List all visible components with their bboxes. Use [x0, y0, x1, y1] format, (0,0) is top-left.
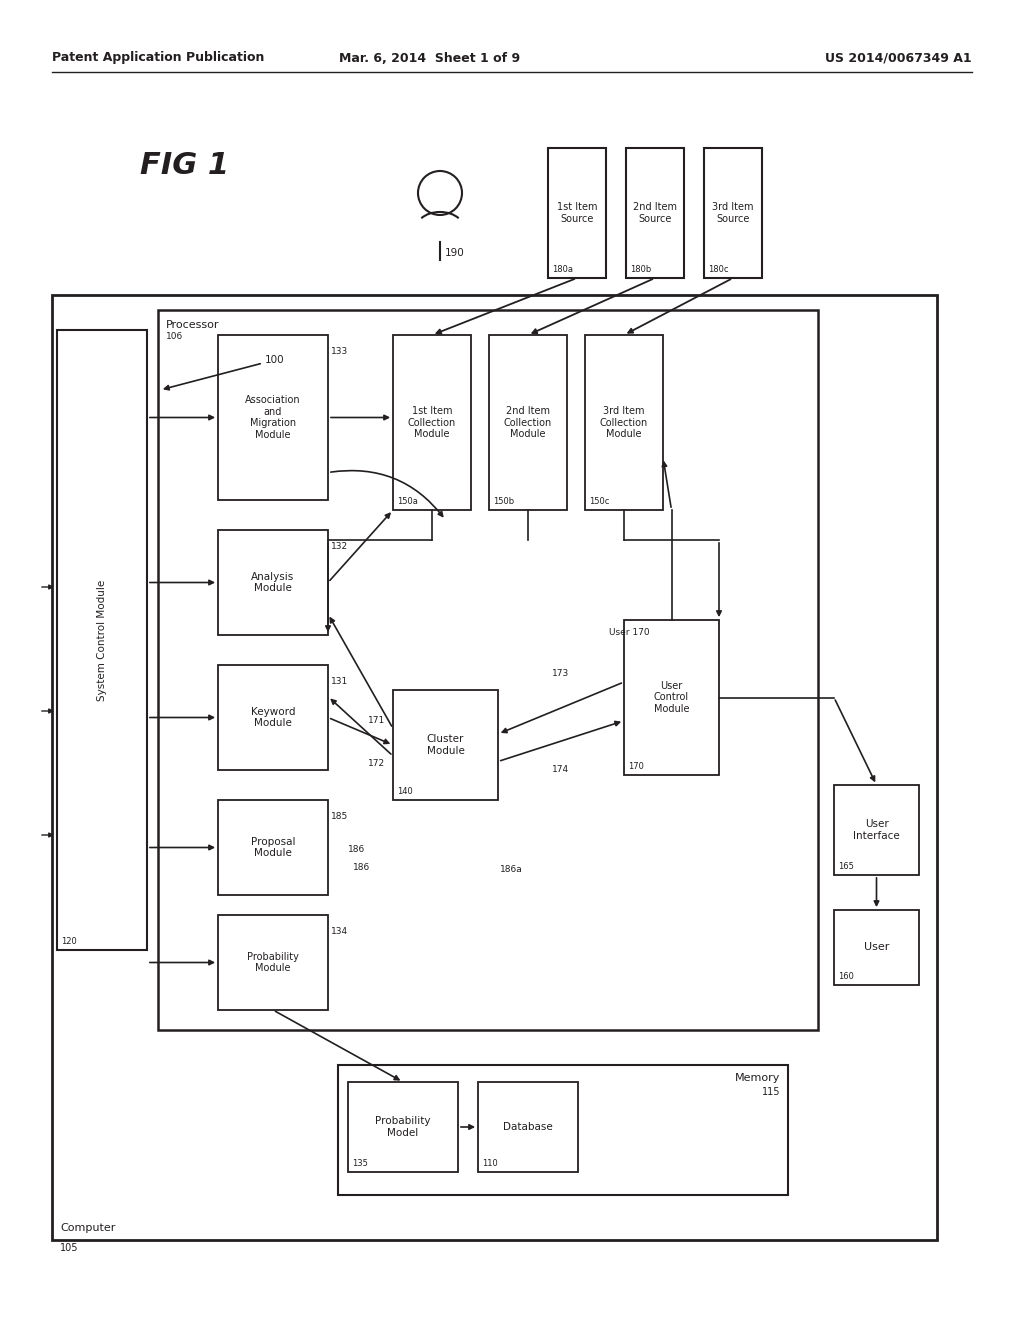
Text: 173: 173	[552, 669, 569, 678]
Text: Association
and
Migration
Module: Association and Migration Module	[245, 395, 301, 440]
Text: User
Control
Module: User Control Module	[653, 681, 689, 714]
Text: 165: 165	[838, 862, 854, 871]
Bar	[705, 148, 762, 279]
Text: 172: 172	[368, 759, 385, 768]
Text: 105: 105	[60, 1243, 79, 1253]
Text: FIG 1: FIG 1	[140, 150, 229, 180]
Text: 171: 171	[368, 715, 385, 725]
Text: 150a: 150a	[397, 498, 418, 506]
Bar	[218, 335, 328, 500]
Text: 2nd Item
Source: 2nd Item Source	[633, 202, 677, 224]
Text: 174: 174	[552, 766, 569, 774]
Text: 150b: 150b	[493, 498, 514, 506]
Bar	[218, 915, 328, 1010]
Text: Computer: Computer	[60, 1224, 116, 1233]
Text: 170: 170	[628, 762, 644, 771]
Text: Keyword
Module: Keyword Module	[251, 706, 295, 729]
Text: Probability
Model: Probability Model	[375, 1117, 431, 1138]
Bar	[393, 335, 471, 510]
Text: 140: 140	[397, 787, 413, 796]
Text: User
Interface: User Interface	[853, 820, 900, 841]
Text: Probability
Module: Probability Module	[247, 952, 299, 973]
Bar	[57, 330, 147, 950]
Bar	[218, 800, 328, 895]
Text: Processor: Processor	[166, 319, 219, 330]
Text: Patent Application Publication: Patent Application Publication	[52, 51, 264, 65]
Text: Cluster
Module: Cluster Module	[427, 734, 465, 756]
Circle shape	[418, 172, 462, 215]
Text: User: User	[864, 942, 889, 953]
Bar	[834, 785, 919, 875]
Bar	[624, 620, 719, 775]
Text: 180c: 180c	[708, 265, 728, 275]
Text: System Control Module: System Control Module	[97, 579, 106, 701]
Text: 150c: 150c	[589, 498, 609, 506]
Text: 186: 186	[353, 863, 371, 873]
Text: 100: 100	[265, 355, 285, 366]
Text: 133: 133	[331, 347, 348, 356]
Text: 186a: 186a	[500, 866, 522, 874]
Bar	[348, 1082, 458, 1172]
Text: 3rd Item
Source: 3rd Item Source	[713, 202, 754, 224]
Text: 180a: 180a	[552, 265, 573, 275]
Text: 2nd Item
Collection
Module: 2nd Item Collection Module	[504, 407, 552, 440]
Text: US 2014/0067349 A1: US 2014/0067349 A1	[825, 51, 972, 65]
Text: 135: 135	[352, 1159, 368, 1168]
Text: User 170: User 170	[609, 628, 649, 638]
Bar	[338, 1065, 788, 1195]
Text: Analysis
Module: Analysis Module	[251, 572, 295, 593]
Text: 3rd Item
Collection
Module: 3rd Item Collection Module	[600, 407, 648, 440]
Text: 180b: 180b	[630, 265, 651, 275]
Text: 186: 186	[348, 846, 366, 854]
Text: Database: Database	[503, 1122, 553, 1133]
Text: 134: 134	[331, 927, 348, 936]
Text: 160: 160	[838, 972, 854, 981]
Bar	[158, 310, 818, 1030]
Bar	[585, 335, 663, 510]
Text: 1st Item
Source: 1st Item Source	[557, 202, 597, 224]
Bar	[834, 909, 919, 985]
Bar	[393, 690, 498, 800]
Text: Memory: Memory	[734, 1073, 780, 1082]
Text: Mar. 6, 2014  Sheet 1 of 9: Mar. 6, 2014 Sheet 1 of 9	[339, 51, 520, 65]
Bar	[478, 1082, 578, 1172]
Text: 120: 120	[61, 937, 77, 946]
Bar	[548, 148, 606, 279]
Bar	[218, 531, 328, 635]
Bar	[218, 665, 328, 770]
Text: 190: 190	[445, 248, 465, 257]
Text: 115: 115	[762, 1086, 780, 1097]
Text: 185: 185	[331, 812, 348, 821]
Bar	[489, 335, 567, 510]
Text: 110: 110	[482, 1159, 498, 1168]
Text: 1st Item
Collection
Module: 1st Item Collection Module	[408, 407, 456, 440]
Text: 131: 131	[331, 677, 348, 686]
Bar	[626, 148, 684, 279]
Bar	[52, 294, 937, 1239]
Text: Proposal
Module: Proposal Module	[251, 837, 295, 858]
Text: 106: 106	[166, 333, 183, 341]
Text: 132: 132	[331, 543, 348, 550]
